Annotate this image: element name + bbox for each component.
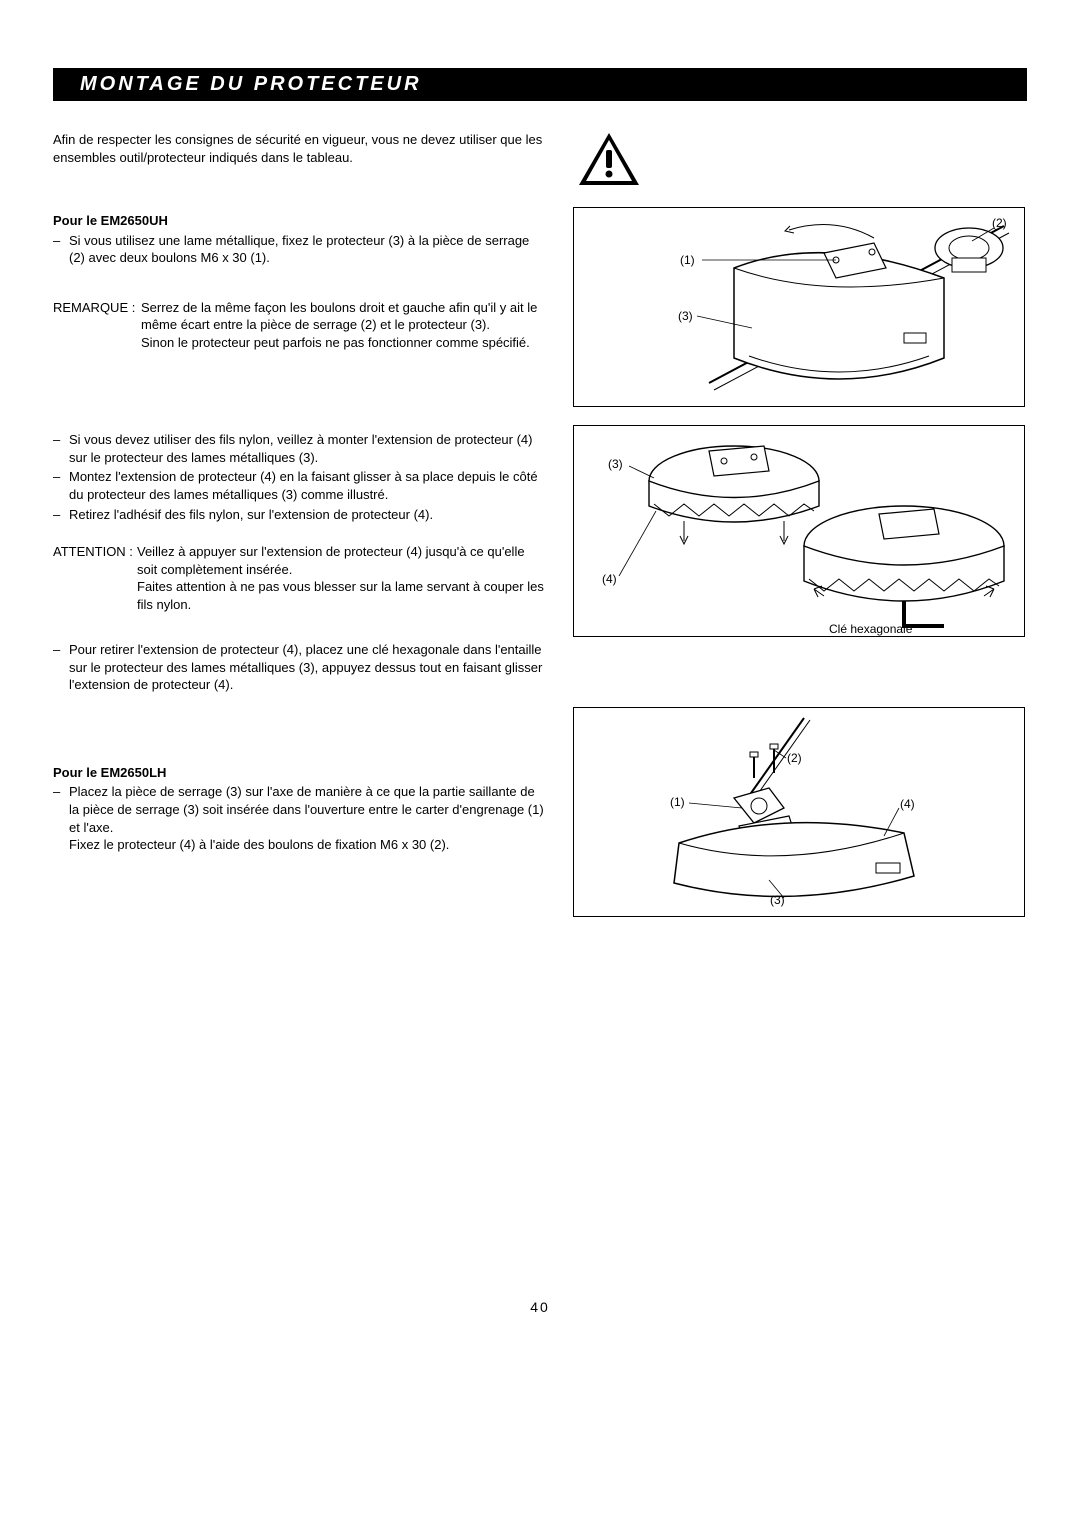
remarque-line-2: Sinon le protecteur peut parfois ne pas … — [141, 335, 530, 350]
dash-bullet: – — [53, 641, 69, 694]
figure-lh-protector-svg — [574, 708, 1026, 918]
lh-item-1: – Placez la pièce de serrage (3) sur l'a… — [53, 783, 545, 853]
uh-item-3-text: Montez l'extension de protecteur (4) en … — [69, 468, 545, 503]
remarque-text: Serrez de la même façon les boulons droi… — [141, 299, 545, 352]
page-number: 40 — [0, 1298, 1080, 1317]
uh-remarque-block: REMARQUE : Serrez de la même façon les b… — [53, 299, 545, 352]
figure-lh-protector: (1) (2) (3) (4) — [573, 707, 1025, 917]
warning-icon — [577, 131, 641, 187]
fig1-label-3: (3) — [678, 308, 693, 324]
uh-heading: Pour le EM2650UH — [53, 212, 545, 230]
section-title: MONTAGE DU PROTECTEUR — [80, 73, 422, 95]
manual-page: MONTAGE DU PROTECTEUR Afin de respecter … — [0, 0, 1080, 1527]
uh-item-2: – Si vous devez utiliser des fils nylon,… — [53, 431, 545, 466]
lh-item-1b: Fixez le protecteur (4) à l'aide des bou… — [69, 837, 449, 852]
intro-paragraph: Afin de respecter les consignes de sécur… — [53, 131, 545, 166]
remarque-label: REMARQUE : — [53, 299, 141, 352]
attention-line-1: Veillez à appuyer sur l'extension de pro… — [137, 544, 525, 577]
attention-label: ATTENTION : — [53, 543, 137, 613]
figure-column: (1) (2) (3) — [573, 131, 1025, 917]
fig1-label-2: (2) — [992, 215, 1007, 231]
fig3-label-2: (2) — [787, 750, 802, 766]
section-title-bar: MONTAGE DU PROTECTEUR — [53, 68, 1027, 101]
uh-item-4-text: Retirez l'adhésif des fils nylon, sur l'… — [69, 506, 545, 524]
uh-item-2-text: Si vous devez utiliser des fils nylon, v… — [69, 431, 545, 466]
fig1-label-1: (1) — [680, 252, 695, 268]
fig3-label-4: (4) — [900, 796, 915, 812]
dash-bullet: – — [53, 232, 69, 267]
fig3-label-3: (3) — [770, 892, 785, 908]
lh-item-1a: Placez la pièce de serrage (3) sur l'axe… — [69, 784, 544, 834]
dash-bullet: – — [53, 783, 69, 853]
remarque-line-1: Serrez de la même façon les boulons droi… — [141, 300, 537, 333]
figure-uh-protector: (1) (2) (3) — [573, 207, 1025, 407]
uh-item-1-text: Si vous utilisez une lame métallique, fi… — [69, 232, 545, 267]
attention-line-2: Faites attention à ne pas vous blesser s… — [137, 579, 544, 612]
dash-bullet: – — [53, 431, 69, 466]
uh-item-1: – Si vous utilisez une lame métallique, … — [53, 232, 545, 267]
content-columns: Afin de respecter les consignes de sécur… — [53, 131, 1027, 917]
dash-bullet: – — [53, 506, 69, 524]
fig2-label-4: (4) — [602, 571, 617, 587]
uh-item-5: – Pour retirer l'extension de protecteur… — [53, 641, 545, 694]
figure-uh-protector-svg — [574, 208, 1026, 408]
fig2-caption: Clé hexagonale — [829, 621, 912, 637]
figure-uh-extension: (3) (4) Clé hexagonale — [573, 425, 1025, 637]
text-column: Afin de respecter les consignes de sécur… — [53, 131, 545, 917]
lh-item-1-text: Placez la pièce de serrage (3) sur l'axe… — [69, 783, 545, 853]
dash-bullet: – — [53, 468, 69, 503]
lh-heading: Pour le EM2650LH — [53, 764, 545, 782]
uh-item-4: – Retirez l'adhésif des fils nylon, sur … — [53, 506, 545, 524]
figure-uh-extension-svg — [574, 426, 1026, 638]
uh-item-3: – Montez l'extension de protecteur (4) e… — [53, 468, 545, 503]
uh-attention-block: ATTENTION : Veillez à appuyer sur l'exte… — [53, 543, 545, 613]
fig2-label-3: (3) — [608, 456, 623, 472]
attention-text: Veillez à appuyer sur l'extension de pro… — [137, 543, 545, 613]
uh-item-5-text: Pour retirer l'extension de protecteur (… — [69, 641, 545, 694]
fig3-label-1: (1) — [670, 794, 685, 810]
